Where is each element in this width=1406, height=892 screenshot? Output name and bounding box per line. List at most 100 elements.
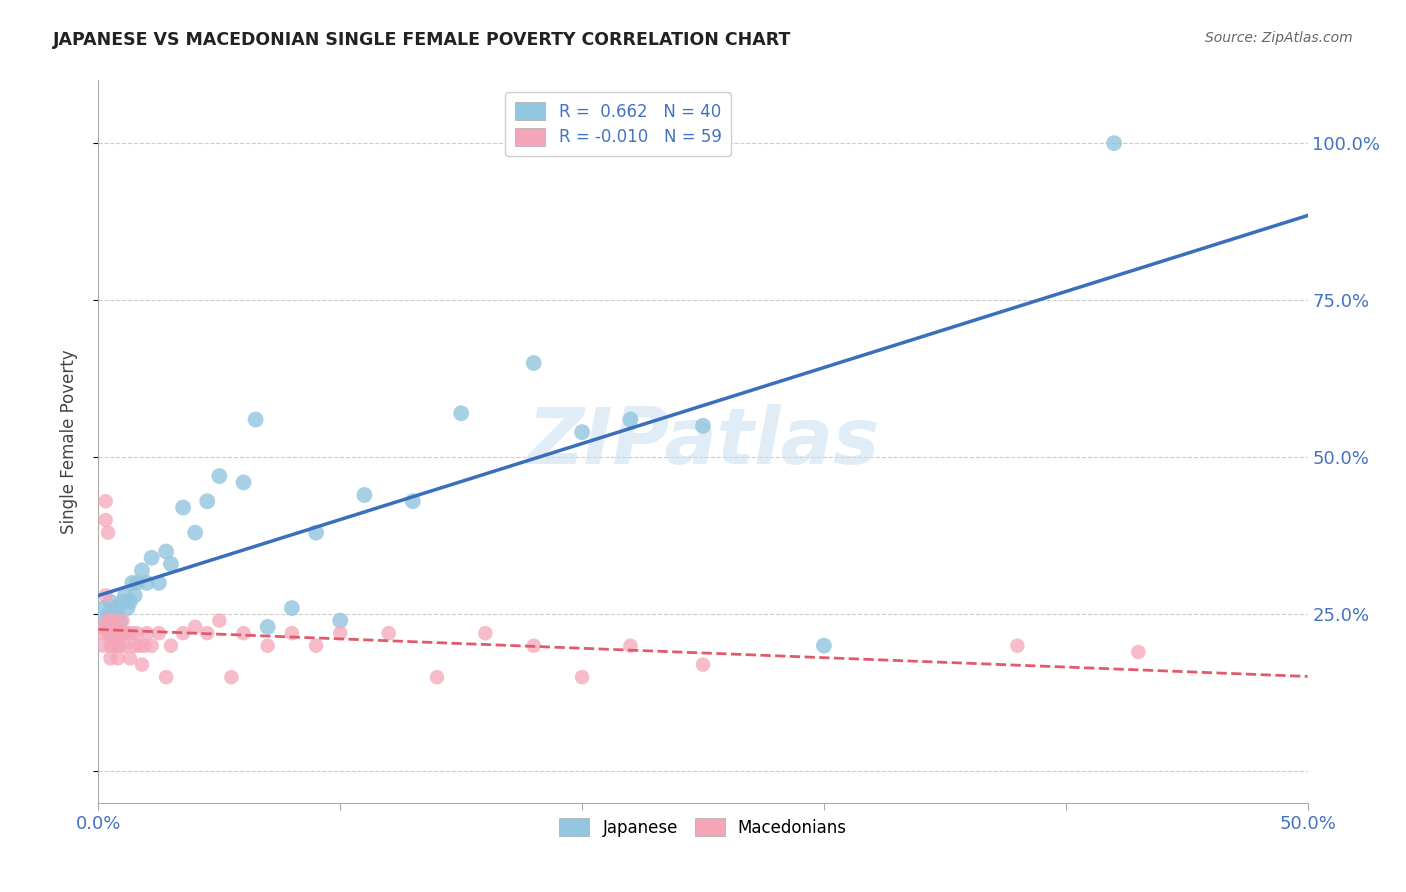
Point — [184, 525, 207, 540]
Point — [172, 500, 194, 515]
Point — [155, 670, 177, 684]
Point — [127, 575, 149, 590]
Point — [305, 639, 328, 653]
Point — [94, 494, 117, 508]
Point — [281, 626, 304, 640]
Point — [108, 639, 131, 653]
Point — [100, 626, 122, 640]
Point — [160, 639, 183, 653]
Point — [111, 595, 134, 609]
Point — [121, 575, 143, 590]
Point — [108, 626, 131, 640]
Point — [100, 639, 122, 653]
Point — [128, 639, 150, 653]
Point — [104, 601, 127, 615]
Point — [692, 418, 714, 433]
Point — [135, 575, 157, 590]
Point — [208, 614, 231, 628]
Point — [148, 575, 170, 590]
Point — [131, 563, 153, 577]
Point — [523, 639, 546, 653]
Point — [619, 412, 641, 426]
Point — [100, 595, 122, 609]
Point — [571, 425, 593, 439]
Point — [100, 614, 122, 628]
Point — [114, 639, 136, 653]
Point — [104, 632, 127, 647]
Point — [813, 639, 835, 653]
Point — [256, 620, 278, 634]
Point — [1102, 136, 1125, 150]
Point — [195, 494, 218, 508]
Point — [100, 651, 122, 665]
Point — [426, 670, 449, 684]
Text: JAPANESE VS MACEDONIAN SINGLE FEMALE POVERTY CORRELATION CHART: JAPANESE VS MACEDONIAN SINGLE FEMALE POV… — [53, 31, 792, 49]
Point — [97, 626, 120, 640]
Point — [221, 670, 243, 684]
Point — [124, 589, 146, 603]
Point — [91, 601, 114, 615]
Point — [232, 475, 254, 490]
Point — [619, 639, 641, 653]
Point — [329, 626, 352, 640]
Point — [523, 356, 546, 370]
Point — [256, 639, 278, 653]
Point — [104, 620, 127, 634]
Point — [107, 607, 129, 622]
Point — [111, 614, 134, 628]
Point — [329, 614, 352, 628]
Point — [195, 626, 218, 640]
Point — [117, 601, 139, 615]
Point — [107, 651, 129, 665]
Point — [155, 544, 177, 558]
Point — [692, 657, 714, 672]
Point — [111, 626, 134, 640]
Point — [450, 406, 472, 420]
Point — [101, 614, 124, 628]
Point — [97, 525, 120, 540]
Point — [131, 657, 153, 672]
Point — [108, 614, 131, 628]
Point — [571, 670, 593, 684]
Point — [97, 614, 120, 628]
Point — [134, 639, 156, 653]
Point — [91, 639, 114, 653]
Point — [121, 626, 143, 640]
Point — [141, 639, 163, 653]
Point — [101, 620, 124, 634]
Point — [107, 639, 129, 653]
Y-axis label: Single Female Poverty: Single Female Poverty — [59, 350, 77, 533]
Point — [402, 494, 425, 508]
Point — [141, 550, 163, 565]
Point — [305, 525, 328, 540]
Point — [124, 639, 146, 653]
Legend: Japanese, Macedonians: Japanese, Macedonians — [551, 810, 855, 845]
Point — [101, 639, 124, 653]
Point — [172, 626, 194, 640]
Point — [107, 626, 129, 640]
Point — [117, 626, 139, 640]
Point — [101, 626, 124, 640]
Point — [377, 626, 399, 640]
Point — [1128, 645, 1150, 659]
Point — [208, 469, 231, 483]
Point — [245, 412, 267, 426]
Point — [94, 513, 117, 527]
Text: Source: ZipAtlas.com: Source: ZipAtlas.com — [1205, 31, 1353, 45]
Point — [90, 620, 112, 634]
Point — [118, 595, 141, 609]
Point — [184, 620, 207, 634]
Point — [135, 626, 157, 640]
Point — [148, 626, 170, 640]
Point — [94, 614, 117, 628]
Text: ZIPatlas: ZIPatlas — [527, 403, 879, 480]
Point — [1007, 639, 1029, 653]
Point — [281, 601, 304, 615]
Point — [118, 651, 141, 665]
Point — [474, 626, 496, 640]
Point — [127, 626, 149, 640]
Point — [114, 589, 136, 603]
Point — [114, 626, 136, 640]
Point — [94, 589, 117, 603]
Point — [97, 607, 120, 622]
